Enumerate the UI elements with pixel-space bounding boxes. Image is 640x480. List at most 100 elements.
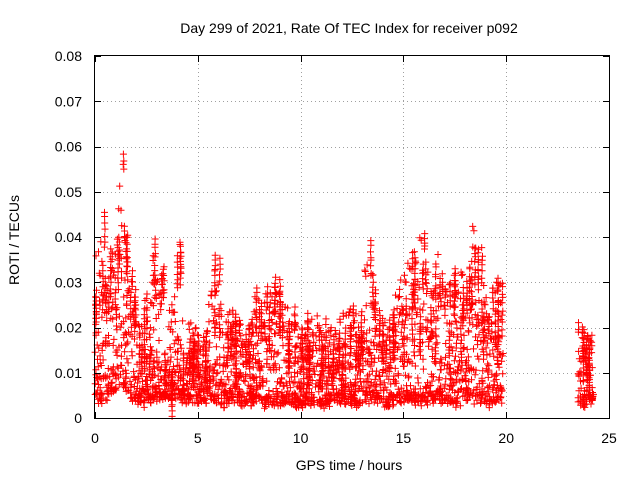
data-point [497,387,505,395]
data-point [132,286,140,294]
data-point [462,368,470,376]
data-point [220,403,228,411]
data-point [155,378,163,386]
data-point [335,389,343,397]
data-point [172,336,180,344]
data-point [478,318,486,326]
x-tick-labels: 0 5 10 15 20 25 [91,430,617,446]
data-point [367,270,375,277]
data-point [190,368,198,376]
data-point [191,325,199,333]
y-tick-label: 0.07 [55,93,82,109]
data-point [253,288,261,296]
data-point [391,343,399,351]
data-point [177,269,185,277]
data-point [472,333,479,341]
data-point [422,279,430,287]
data-point [96,391,104,399]
data-point [121,227,128,235]
data-point [458,336,465,344]
data-point [252,298,260,306]
data-point [120,165,128,173]
data-point [318,341,326,349]
data-point [114,279,122,287]
data-point [346,351,354,359]
data-point [95,381,103,388]
data-point [409,249,417,257]
data-point [123,340,131,348]
data-point [246,390,254,398]
data-point [470,227,478,235]
data-point [485,401,493,409]
data-point [315,322,323,330]
data-point [488,396,496,404]
data-point [468,376,475,384]
data-point [136,344,144,352]
data-point [342,350,350,358]
data-point [108,378,116,386]
data-point [266,346,274,354]
data-point [445,365,453,373]
data-point [397,276,405,284]
data-point [176,341,184,349]
data-point [359,354,367,362]
data-point [202,370,210,378]
data-point [231,342,239,350]
data-point [179,357,187,365]
y-tick-label: 0.02 [55,320,82,336]
data-point [291,312,299,320]
data-point [355,349,362,357]
data-point [173,355,181,363]
data-point [379,398,387,406]
x-tick-label: 5 [194,430,202,446]
data-point [484,360,492,368]
data-point [334,361,342,369]
data-point [185,359,193,367]
data-point [489,346,497,354]
y-tick-label: 0.06 [55,139,82,155]
data-point [432,358,440,366]
data-point [361,266,369,274]
data-point [474,249,482,257]
data-point [451,294,459,302]
data-point [339,377,347,385]
data-point [404,355,412,363]
data-point [127,315,135,323]
data-points [91,150,597,420]
data-point [123,240,131,248]
data-point [304,342,312,350]
data-point [357,312,365,320]
data-point [159,270,167,278]
data-point [271,296,279,304]
data-point [159,286,167,294]
plot-frame [94,55,610,419]
data-point [413,311,420,319]
data-point [411,286,419,294]
data-point [424,379,431,387]
y-tick-label: 0.03 [55,274,82,290]
data-point [324,381,332,389]
data-point [131,327,139,335]
data-point [476,392,484,400]
data-point [411,401,419,409]
data-point [351,395,359,403]
data-point [408,306,416,314]
data-point [255,332,262,340]
data-point [289,379,297,387]
data-point [124,263,131,271]
data-point [96,352,104,360]
data-point [357,382,365,390]
data-point [263,360,271,368]
data-point [292,319,299,327]
data-point [417,402,425,410]
data-point [94,363,102,371]
data-point [276,282,284,290]
data-point [285,357,293,365]
data-point [134,373,142,381]
data-point [318,368,326,376]
data-point [496,382,504,390]
data-point [585,391,593,399]
data-point [421,245,428,253]
x-axis-label: GPS time / hours [296,457,403,473]
data-point [253,329,261,337]
